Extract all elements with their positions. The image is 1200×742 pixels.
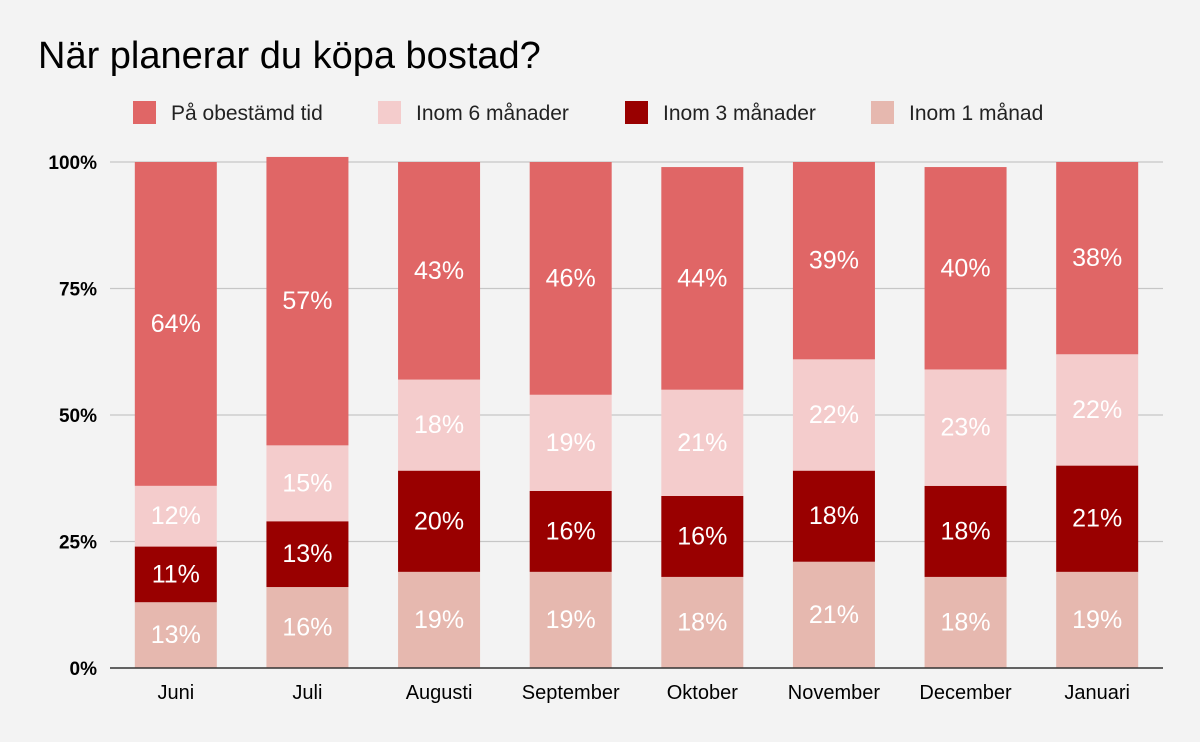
y-tick-label: 50%: [59, 406, 97, 427]
bars: [134, 156, 1139, 668]
bar-juni-inom-6-manader: [134, 485, 217, 547]
data-label-oktober-inom-3-manader: 16%: [677, 522, 727, 550]
bar-juni-inom-3-manader: [134, 546, 217, 603]
data-label-december-inom-6-manader: 23%: [941, 414, 991, 442]
legend-label-inom-3-manader: Inom 3 månader: [663, 102, 816, 125]
data-label-september-pa-obestamd-tid: 46%: [546, 264, 596, 292]
data-label-december-pa-obestamd-tid: 40%: [941, 254, 991, 282]
data-label-december-inom-3-manader: 18%: [941, 517, 991, 545]
bar-juli-inom-3-manader: [266, 521, 349, 588]
bar-september-inom-6-manader: [529, 394, 612, 491]
bar-december-inom-6-manader: [924, 369, 1007, 486]
data-label-augusti-inom-1-manad: 19%: [414, 606, 464, 634]
data-label-juli-inom-6-manader: 15%: [282, 469, 332, 497]
data-label-november-inom-1-manad: 21%: [809, 601, 859, 629]
x-tick-label-oktober: Oktober: [667, 682, 738, 704]
bar-juli-inom-1-manad: [266, 587, 349, 668]
x-tick-label-september: September: [522, 682, 620, 704]
data-label-juni-inom-3-manader: 11%: [152, 560, 200, 588]
data-label-september-inom-1-manad: 19%: [546, 606, 596, 634]
data-label-augusti-inom-3-manader: 20%: [414, 507, 464, 535]
bar-december-inom-3-manader: [924, 485, 1007, 577]
bar-oktober-inom-3-manader: [661, 495, 744, 577]
data-label-oktober-inom-1-manad: 18%: [677, 608, 727, 636]
x-tick-label-juli: Juli: [292, 682, 322, 704]
data-label-november-inom-3-manader: 18%: [809, 502, 859, 530]
data-label-juli-pa-obestamd-tid: 57%: [282, 287, 332, 315]
data-label-november-inom-6-manader: 22%: [809, 401, 859, 429]
legend-swatch-inom-6-manader: [378, 101, 401, 124]
data-label-januari-pa-obestamd-tid: 38%: [1072, 244, 1122, 272]
bar-juni-pa-obestamd-tid: [134, 162, 217, 486]
bar-november-inom-6-manader: [792, 359, 875, 471]
data-label-januari-inom-1-manad: 19%: [1072, 606, 1122, 634]
data-labels: 13% 11% 12% 64% 16% 13% 15% 57% 19% 20% 18% 43% 19% 1…: [151, 244, 1122, 649]
bar-september-inom-1-manad: [529, 571, 612, 668]
data-label-juni-inom-6-manader: 12%: [151, 502, 201, 530]
data-label-oktober-inom-6-manader: 21%: [677, 429, 727, 457]
bar-januari-inom-1-manad: [1056, 571, 1139, 668]
x-tick-label-januari: Januari: [1064, 682, 1130, 704]
legend-swatch-inom-3-manader: [625, 101, 648, 124]
data-label-juni-inom-1-manad: 13%: [151, 621, 201, 649]
legend: På obestämd tid Inom 6 månader Inom 3 måna…: [133, 101, 1043, 125]
x-tick-label-november: November: [788, 682, 881, 704]
data-label-juni-pa-obestamd-tid: 64%: [151, 310, 201, 338]
data-label-januari-inom-3-manader: 21%: [1072, 505, 1122, 533]
data-label-november-pa-obestamd-tid: 39%: [809, 247, 859, 275]
bar-november-inom-3-manader: [792, 470, 875, 562]
bar-oktober-inom-6-manader: [661, 389, 744, 496]
y-tick-label: 100%: [48, 153, 97, 174]
y-tick-label: 25%: [59, 533, 97, 554]
bar-januari-inom-3-manader: [1056, 465, 1139, 572]
data-label-september-inom-3-manader: 16%: [546, 517, 596, 545]
legend-swatch-pa-obestamd-tid: [133, 101, 156, 124]
bar-augusti-inom-6-manader: [398, 379, 481, 471]
bar-januari-pa-obestamd-tid: [1056, 162, 1139, 355]
chart-title: När planerar du köpa bostad?: [38, 35, 541, 77]
y-tick-label: 75%: [59, 280, 97, 301]
data-label-juli-inom-3-manader: 13%: [282, 540, 332, 568]
data-label-januari-inom-6-manader: 22%: [1072, 396, 1122, 424]
data-label-juli-inom-1-manad: 16%: [282, 614, 332, 642]
bar-januari-inom-6-manader: [1056, 354, 1139, 466]
legend-swatch-inom-1-manad: [871, 101, 894, 124]
x-tick-label-augusti: Augusti: [406, 682, 473, 704]
bar-december-inom-1-manad: [924, 576, 1007, 668]
bar-juli-inom-6-manader: [266, 445, 349, 522]
bar-augusti-inom-3-manader: [398, 470, 481, 572]
y-tick-label: 0%: [70, 659, 98, 680]
legend-label-pa-obestamd-tid: På obestämd tid: [171, 102, 323, 125]
bar-november-inom-1-manad: [792, 561, 875, 668]
data-label-december-inom-1-manad: 18%: [941, 608, 991, 636]
legend-label-inom-6-manader: Inom 6 månader: [416, 102, 569, 125]
data-label-augusti-pa-obestamd-tid: 43%: [414, 257, 464, 285]
data-label-augusti-inom-6-manader: 18%: [414, 411, 464, 439]
bar-oktober-pa-obestamd-tid: [661, 167, 744, 390]
bar-september-inom-3-manader: [529, 490, 612, 572]
bar-juni-inom-1-manad: [134, 602, 217, 668]
bar-december-pa-obestamd-tid: [924, 167, 1007, 370]
bar-november-pa-obestamd-tid: [792, 162, 875, 360]
axes: 0% 25% 50% 75% 100% Juni Juli Augusti September O…: [48, 153, 1163, 704]
bar-juli-pa-obestamd-tid: [266, 156, 349, 446]
bar-augusti-inom-1-manad: [398, 571, 481, 668]
x-tick-label-juni: Juni: [157, 682, 194, 704]
bar-oktober-inom-1-manad: [661, 576, 744, 668]
bar-september-pa-obestamd-tid: [529, 162, 612, 395]
legend-label-inom-1-manad: Inom 1 månad: [909, 102, 1043, 125]
x-tick-label-december: December: [919, 682, 1012, 704]
data-label-september-inom-6-manader: 19%: [546, 429, 596, 457]
data-label-oktober-pa-obestamd-tid: 44%: [677, 264, 727, 292]
bar-augusti-pa-obestamd-tid: [398, 162, 481, 380]
